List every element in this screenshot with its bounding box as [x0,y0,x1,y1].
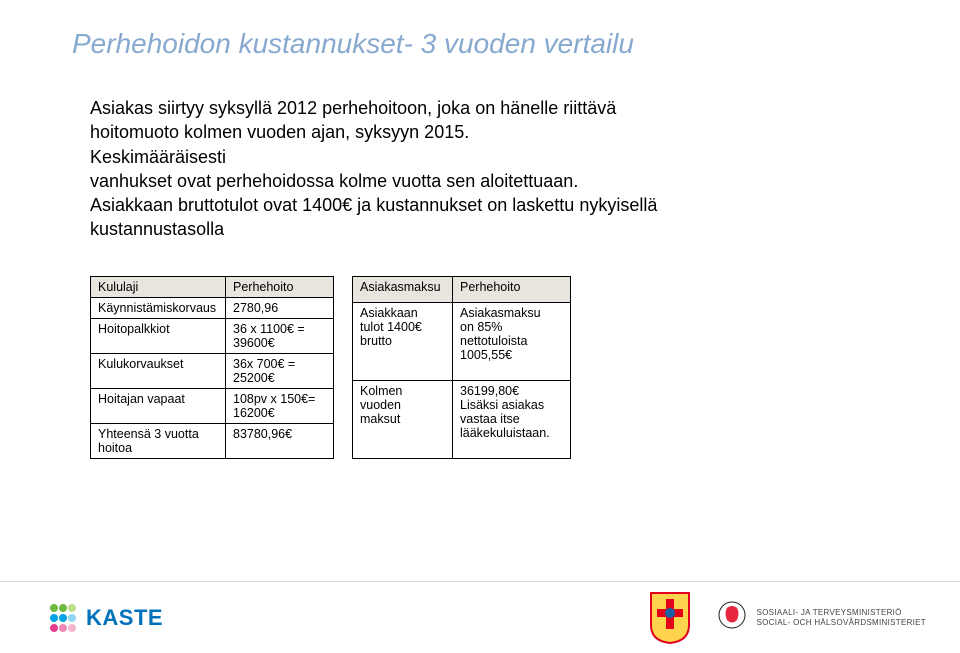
fee-table: Asiakasmaksu Perhehoito Asiakkaantulot 1… [352,276,571,459]
para-line: Asiakkaan bruttotulot ovat 1400€ ja kust… [90,195,657,215]
cost-table-header-right: Perhehoito [226,276,334,297]
page-title: Perhehoidon kustannukset- 3 vuoden verta… [0,0,960,60]
para-line: vanhukset ovat perhehoidossa kolme vuott… [90,171,578,191]
dot [59,614,67,622]
ministry-line: SOSIAALI- JA TERVEYSMINISTERIÖ [757,608,926,618]
fee-table-header-right: Perhehoito [453,276,571,302]
para-line: Keskimääräisesti [90,147,226,167]
para-line: kustannustasolla [90,219,224,239]
footer-bar: KASTE SOSIAALI- JA TERVEYSMINISTERIÖ SOC… [0,581,960,653]
cell-value: 108pv x 150€=16200€ [226,388,334,423]
table-row: Hoitajan vapaat 108pv x 150€=16200€ [91,388,334,423]
cell-value: 2780,96 [226,297,334,318]
cell-value: 83780,96€ [226,423,334,458]
cost-table-header-left: Kululaji [91,276,226,297]
fee-table-header-left: Asiakasmaksu [353,276,453,302]
para-line: Asiakas siirtyy syksyllä 2012 perhehoito… [90,98,616,118]
right-logo-group: SOSIAALI- JA TERVEYSMINISTERIÖ SOCIAL- O… [647,591,926,645]
cell-label: Yhteensä 3 vuottahoitoa [91,423,226,458]
coat-of-arms-icon [647,591,693,645]
ministry-text: SOSIAALI- JA TERVEYSMINISTERIÖ SOCIAL- O… [757,608,926,628]
table-row: Kulukorvaukset 36x 700€ =25200€ [91,353,334,388]
dot [59,624,67,632]
dot [50,604,58,612]
lion-icon [715,598,749,637]
dot [50,624,58,632]
tables-container: Kululaji Perhehoito Käynnistämiskorvaus … [0,242,960,459]
table-row: Yhteensä 3 vuottahoitoa 83780,96€ [91,423,334,458]
table-row: Hoitopalkkiot 36 x 1100€ =39600€ [91,318,334,353]
cell-label: Hoitopalkkiot [91,318,226,353]
ministry-logo: SOSIAALI- JA TERVEYSMINISTERIÖ SOCIAL- O… [715,598,926,637]
cell-label: Kulukorvaukset [91,353,226,388]
kaste-logo: KASTE [50,604,163,632]
table-row: Asiakkaantulot 1400€brutto Asiakasmaksuo… [353,302,571,380]
cell-value: 36x 700€ =25200€ [226,353,334,388]
cell-label: Käynnistämiskorvaus [91,297,226,318]
intro-paragraph: Asiakas siirtyy syksyllä 2012 perhehoito… [0,60,960,242]
kaste-label: KASTE [86,605,163,631]
cell-label: Hoitajan vapaat [91,388,226,423]
cell-value: 36199,80€Lisäksi asiakasvastaa itselääke… [453,380,571,458]
table-row: Käynnistämiskorvaus 2780,96 [91,297,334,318]
cell-value: Asiakasmaksuon 85%nettotuloista1005,55€ [453,302,571,380]
dot [59,604,67,612]
kaste-dots-icon [50,604,76,632]
cell-label: Kolmenvuodenmaksut [353,380,453,458]
table-row: Kolmenvuodenmaksut 36199,80€Lisäksi asia… [353,380,571,458]
ministry-line: SOCIAL- OCH HÄLSOVÅRDSMINISTERIET [757,618,926,628]
cell-label: Asiakkaantulot 1400€brutto [353,302,453,380]
dot [68,614,76,622]
dot [68,624,76,632]
dot [50,614,58,622]
cell-value: 36 x 1100€ =39600€ [226,318,334,353]
cost-table: Kululaji Perhehoito Käynnistämiskorvaus … [90,276,334,459]
para-line: hoitomuoto kolmen vuoden ajan, syksyyn 2… [90,122,469,142]
dot [68,604,76,612]
